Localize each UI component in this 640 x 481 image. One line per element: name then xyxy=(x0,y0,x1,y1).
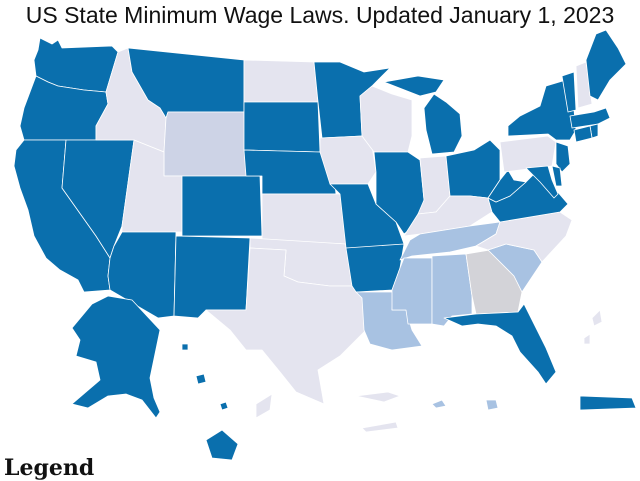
state-new-hampshire[interactable]: New Hampshire xyxy=(575,61,593,109)
state-delaware[interactable]: Delaware xyxy=(551,165,563,187)
state-wyoming[interactable]: Wyoming xyxy=(163,111,247,177)
state-michigan[interactable]: Michigan xyxy=(383,75,463,155)
state-north-carolina[interactable]: North Carolina xyxy=(475,211,573,263)
state-wisconsin[interactable]: Wisconsin xyxy=(359,85,413,153)
state-hawaii[interactable]: Hawaii xyxy=(181,343,239,461)
state-north-dakota[interactable]: North Dakota xyxy=(243,59,319,103)
state-texas[interactable]: Texas xyxy=(205,247,367,405)
legend-heading: Legend xyxy=(4,455,95,481)
state-u-s-virgin-islands[interactable]: U.S. Virgin Islands xyxy=(255,391,401,433)
state-alaska[interactable]: Alaska xyxy=(71,295,161,419)
state-florida[interactable]: Florida xyxy=(443,303,557,385)
state-west-virginia[interactable]: West Virginia xyxy=(487,169,527,203)
state-colorado[interactable]: Colorado xyxy=(181,175,263,237)
state-guam[interactable]: Guam xyxy=(485,399,499,411)
state-pennsylvania[interactable]: Pennsylvania xyxy=(499,135,557,173)
state-puerto-rico[interactable]: Puerto Rico xyxy=(579,395,637,411)
state-south-dakota[interactable]: South Dakota xyxy=(243,101,321,153)
state-new-mexico[interactable]: New Mexico xyxy=(173,235,251,319)
state-maine[interactable]: Maine xyxy=(585,29,627,101)
state-maryland[interactable]: Maryland xyxy=(525,165,559,199)
map-title: US State Minimum Wage Laws. Updated Janu… xyxy=(25,2,615,28)
state-northern-mariana-islands[interactable]: Northern Mariana Islands xyxy=(583,309,603,345)
state-vermont[interactable]: Vermont xyxy=(561,71,577,113)
state-massachusetts[interactable]: Massachusetts xyxy=(569,107,611,129)
state-kansas[interactable]: Kansas xyxy=(261,193,347,245)
state-american-samoa[interactable]: American Samoa xyxy=(431,399,447,409)
state-connecticut[interactable]: Connecticut xyxy=(573,125,593,143)
state-new-jersey[interactable]: New Jersey xyxy=(555,141,571,173)
